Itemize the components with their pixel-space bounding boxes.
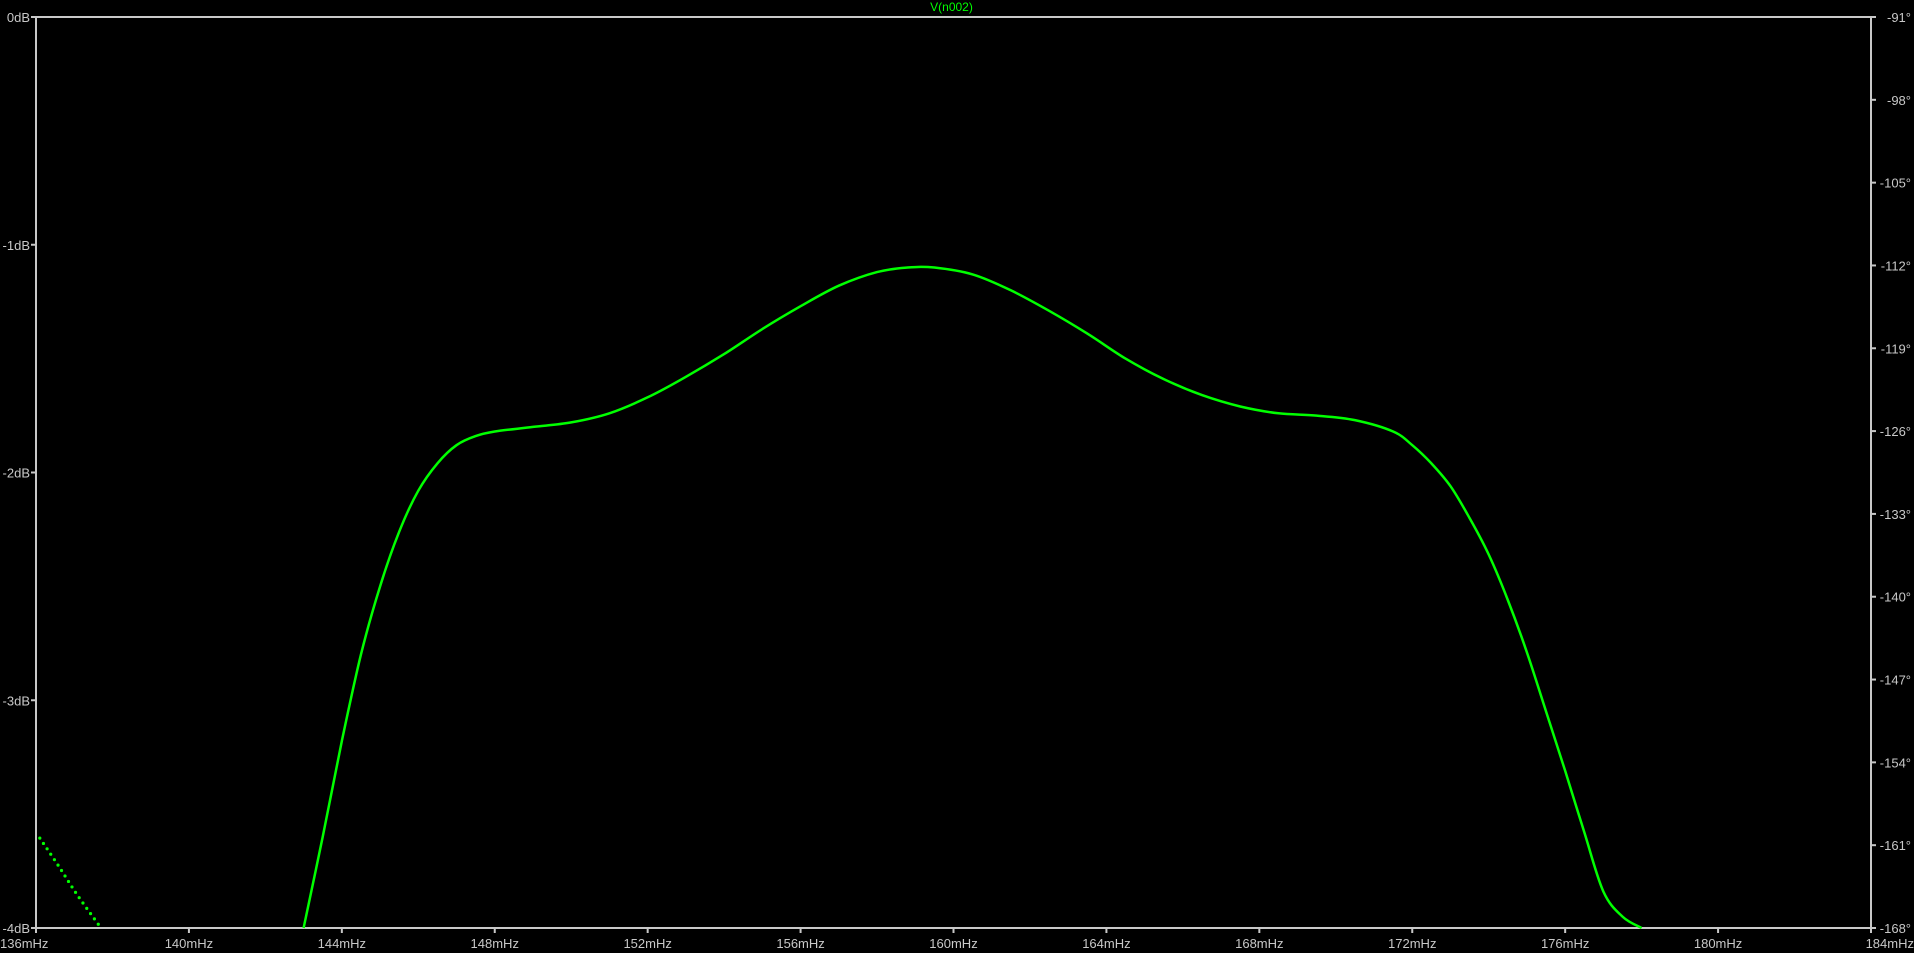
x-tick-label: 148mHz <box>471 936 519 951</box>
y-right-tick-label: -147° <box>1880 673 1911 688</box>
plot-frame <box>35 16 1872 929</box>
y-left-tick-label: -4dB <box>3 921 30 936</box>
y-right-tick-label: -98° <box>1887 93 1911 108</box>
x-tick-label: 136mHz <box>0 936 48 951</box>
x-axis: 136mHz 140mHz 144mHz 148mHz 152mHz 156mHz 160m… <box>0 928 1914 951</box>
x-tick-label: 144mHz <box>318 936 366 951</box>
traces <box>38 265 1643 930</box>
y-left-tick-label: -3dB <box>3 693 30 708</box>
x-tick-label: 184mHz <box>1866 936 1914 951</box>
x-tick-label: 164mHz <box>1082 936 1130 951</box>
phase-trace[interactable] <box>38 836 103 930</box>
y-right-tick-label: -140° <box>1880 590 1911 605</box>
magnitude-trace[interactable] <box>302 265 1643 930</box>
y-right-tick-label: -119° <box>1881 341 1911 356</box>
x-tick-label: 140mHz <box>165 936 213 951</box>
y-left-tick-label: -2dB <box>3 466 30 481</box>
y-right-tick-label: -154° <box>1880 755 1911 770</box>
y-left-tick-label: -1dB <box>3 238 30 253</box>
y-right-tick-label: -161° <box>1880 838 1911 853</box>
y-right-tick-label: -168° <box>1880 921 1911 936</box>
x-tick-label: 160mHz <box>929 936 977 951</box>
x-tick-label: 152mHz <box>623 936 671 951</box>
trace-title[interactable]: V(n002) <box>930 0 973 14</box>
y-axis-magnitude: 0dB -1dB -2dB -3dB -4dB <box>3 10 36 936</box>
x-tick-label: 176mHz <box>1541 936 1589 951</box>
y-right-tick-label: -126° <box>1880 424 1911 439</box>
x-tick-label: 156mHz <box>776 936 824 951</box>
y-right-tick-label: -91° <box>1887 10 1911 25</box>
y-left-tick-label: 0dB <box>7 10 30 25</box>
y-axis-phase: -91° -98° -105° -112° -119° -126° -133° -140° -1… <box>1871 10 1911 936</box>
y-right-tick-label: -112° <box>1881 258 1911 273</box>
y-right-tick-label: -105° <box>1880 176 1911 191</box>
y-right-tick-label: -133° <box>1880 507 1911 522</box>
x-tick-label: 168mHz <box>1235 936 1283 951</box>
x-tick-label: 180mHz <box>1694 936 1742 951</box>
x-tick-label: 172mHz <box>1388 936 1436 951</box>
